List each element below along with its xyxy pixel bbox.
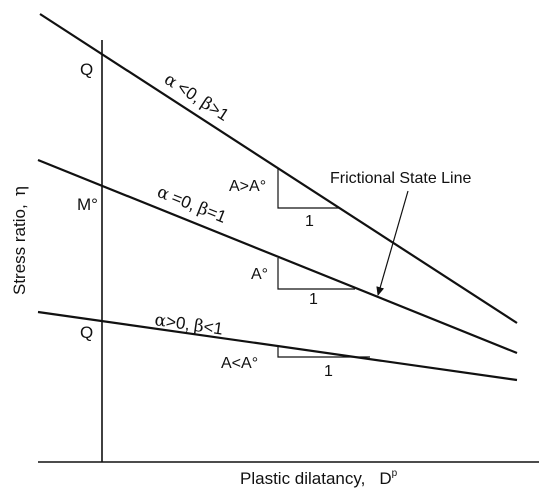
intercept-label-bottom: Q [80, 323, 93, 342]
slope-label-bottom: A<A° [221, 355, 258, 372]
line-alpha-zero [37, 158, 518, 355]
slope-triangle-bottom [277, 346, 370, 358]
intercept-label-top: Q [80, 60, 93, 79]
slope-run-bottom: 1 [324, 363, 333, 380]
x-axis-title: Plastic dilatancy, Dp [240, 468, 398, 488]
intercept-label-middle: M° [77, 195, 98, 214]
y-axis-title: Stress ratio,η [10, 186, 30, 295]
line-condition-bottom: α>0,β<1 [153, 310, 224, 339]
slope-triangle-middle [277, 258, 355, 290]
slope-label-middle: A° [251, 266, 268, 283]
line-condition-top: α<0,β>1 [160, 69, 232, 125]
frictional-state-line-arrow [376, 190, 409, 296]
slope-label-top: A>A° [229, 178, 266, 195]
slope-run-middle: 1 [309, 291, 318, 308]
slope-triangle-top [277, 168, 340, 209]
slope-run-top: 1 [305, 213, 314, 230]
frictional-state-line-label: Frictional State Line [330, 170, 472, 187]
